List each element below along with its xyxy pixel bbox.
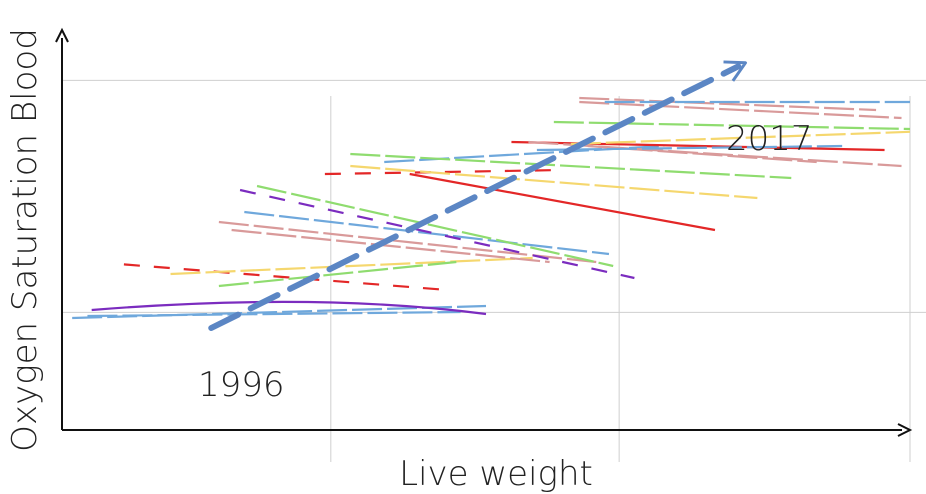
- series-line-11: [256, 184, 614, 268]
- trend-arrow-line: [208, 63, 742, 331]
- series-line-21: [570, 130, 910, 146]
- series-line-3: [91, 300, 487, 316]
- series-line-20: [536, 144, 843, 152]
- start-year-label: 1996: [198, 365, 285, 405]
- y-axis-arrowhead: [55, 27, 69, 43]
- series-line-6: [218, 260, 457, 288]
- grid-lines: [62, 79, 926, 462]
- series-line-2: [87, 310, 461, 318]
- axes: [55, 27, 913, 437]
- series-line-14: [350, 164, 758, 200]
- series-line-16: [350, 152, 792, 180]
- series-line-1: [72, 304, 487, 320]
- series-line-23: [579, 100, 902, 120]
- x-axis-arrowhead: [897, 423, 913, 437]
- y-axis-title: Oxygen Saturation Blood: [5, 28, 45, 452]
- series-line-12: [324, 168, 563, 176]
- series-line-8: [231, 228, 550, 264]
- trend-arrowhead: [723, 60, 747, 82]
- x-axis-title: Live weight: [399, 454, 593, 494]
- series-line-13: [409, 172, 716, 232]
- trend-layer: [208, 60, 747, 331]
- series-line-4: [123, 263, 448, 292]
- end-year-label: 2017: [726, 119, 813, 159]
- series-line-10: [239, 188, 635, 280]
- series-line-24: [579, 96, 877, 112]
- series-line-9: [244, 210, 610, 256]
- series-line-5: [170, 256, 533, 276]
- series-layer: [72, 96, 910, 320]
- series-line-22: [553, 120, 910, 131]
